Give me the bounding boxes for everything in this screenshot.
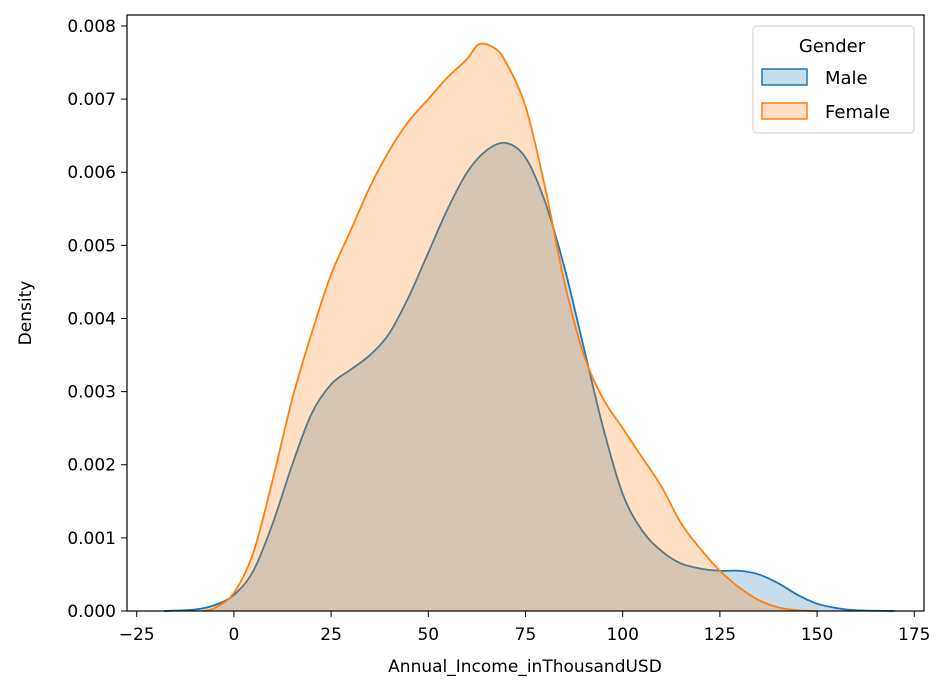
x-tick-label: −25 [119,625,155,645]
series-layer [163,42,895,612]
y-tick-label: 0.006 [67,163,116,183]
legend-label-male: Male [825,68,868,89]
x-tick-label: 0 [229,625,240,645]
legend: Gender Male Female [752,25,915,134]
legend-swatch-female [761,102,808,120]
legend-label-female: Female [825,102,890,123]
x-axis-title: Annual_Income_inThousandUSD [388,657,662,677]
x-tick-label: 50 [417,625,439,645]
legend-box [752,25,915,134]
y-tick-label: 0.007 [67,90,116,110]
y-tick-label: 0.002 [67,456,116,476]
x-axis-ticks: −25 0 25 50 75 100 125 150 175 [119,611,931,645]
y-tick-label: 0.000 [67,602,116,622]
y-tick-label: 0.003 [67,383,116,403]
density-line-male [163,141,895,612]
y-tick-label: 0.001 [67,529,116,549]
x-tick-label: 25 [320,625,342,645]
y-tick-label: 0.004 [67,309,116,329]
y-tick-label: 0.008 [67,17,116,37]
x-tick-label: 175 [898,625,930,645]
density-area-male [163,142,895,611]
x-tick-label: 100 [606,625,638,645]
y-axis-ticks: 0.000 0.001 0.002 0.003 0.004 0.005 0.006 0.007… [67,17,127,622]
x-tick-label: 125 [704,625,736,645]
x-tick-label: 150 [801,625,833,645]
y-axis-title: Density [16,281,36,346]
legend-title: Gender [799,36,866,57]
density-line-female [202,42,818,612]
y-tick-label: 0.005 [67,236,116,256]
density-area-female [202,43,818,612]
legend-swatch-male [761,68,808,86]
x-tick-label: 75 [515,625,537,645]
